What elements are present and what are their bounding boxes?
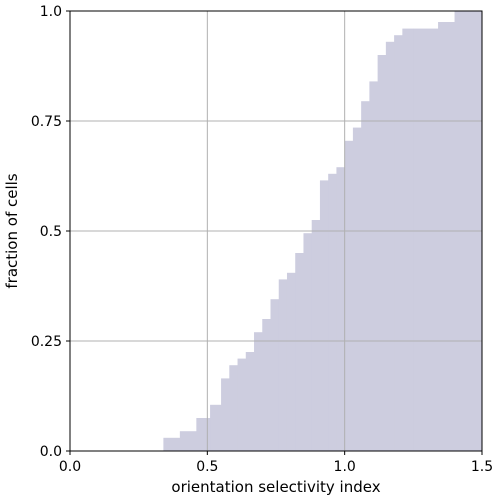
histogram-bar [196, 418, 211, 451]
y-axis-label: fraction of cells [3, 173, 21, 288]
histogram-bar [369, 81, 379, 452]
histogram-bar [385, 41, 395, 452]
histogram-bar [394, 35, 403, 451]
histogram-bar [229, 365, 239, 451]
y-tick-label: 0.5 [40, 224, 62, 240]
histogram-bar [163, 437, 181, 451]
histogram-bar [319, 180, 329, 451]
histogram-bar [245, 352, 255, 451]
histogram-bar [402, 28, 414, 451]
histogram-bar [237, 358, 247, 451]
y-tick-label: 1.0 [40, 4, 62, 20]
histogram-bar [377, 55, 387, 451]
axis-ticks: 0.0 0.5 1.0 1.5 0.0 0.25 0.5 0.75 1.0 [31, 4, 493, 475]
histogram-bar [344, 140, 354, 452]
histogram-bar [311, 220, 321, 451]
histogram-bar [221, 378, 230, 451]
y-tick-label: 0.25 [31, 334, 62, 350]
histogram-bar [270, 299, 280, 451]
histogram-bar [286, 272, 296, 451]
x-tick-label: 0.5 [196, 459, 218, 475]
histogram-bar [336, 167, 346, 451]
histogram-bar [262, 319, 272, 451]
histogram-bar [328, 173, 337, 452]
x-tick-label: 1.0 [334, 459, 356, 475]
x-tick-label: 1.5 [471, 459, 493, 475]
histogram-bar [179, 431, 197, 451]
histogram-bar [303, 233, 313, 451]
y-tick-label: 0.75 [31, 114, 62, 130]
histogram-bar [352, 127, 362, 451]
histogram-bar [438, 22, 456, 451]
y-tick-label: 0.0 [40, 444, 62, 460]
histogram-bar [361, 101, 370, 451]
histogram-bar [413, 28, 439, 451]
x-axis-label: orientation selectivity index [171, 478, 380, 496]
histogram-bar [278, 279, 288, 451]
histogram-bar [254, 332, 263, 451]
histogram-bar [295, 253, 304, 451]
histogram-bar [210, 404, 222, 451]
x-tick-label: 0.0 [59, 459, 81, 475]
plot-area [163, 11, 483, 452]
